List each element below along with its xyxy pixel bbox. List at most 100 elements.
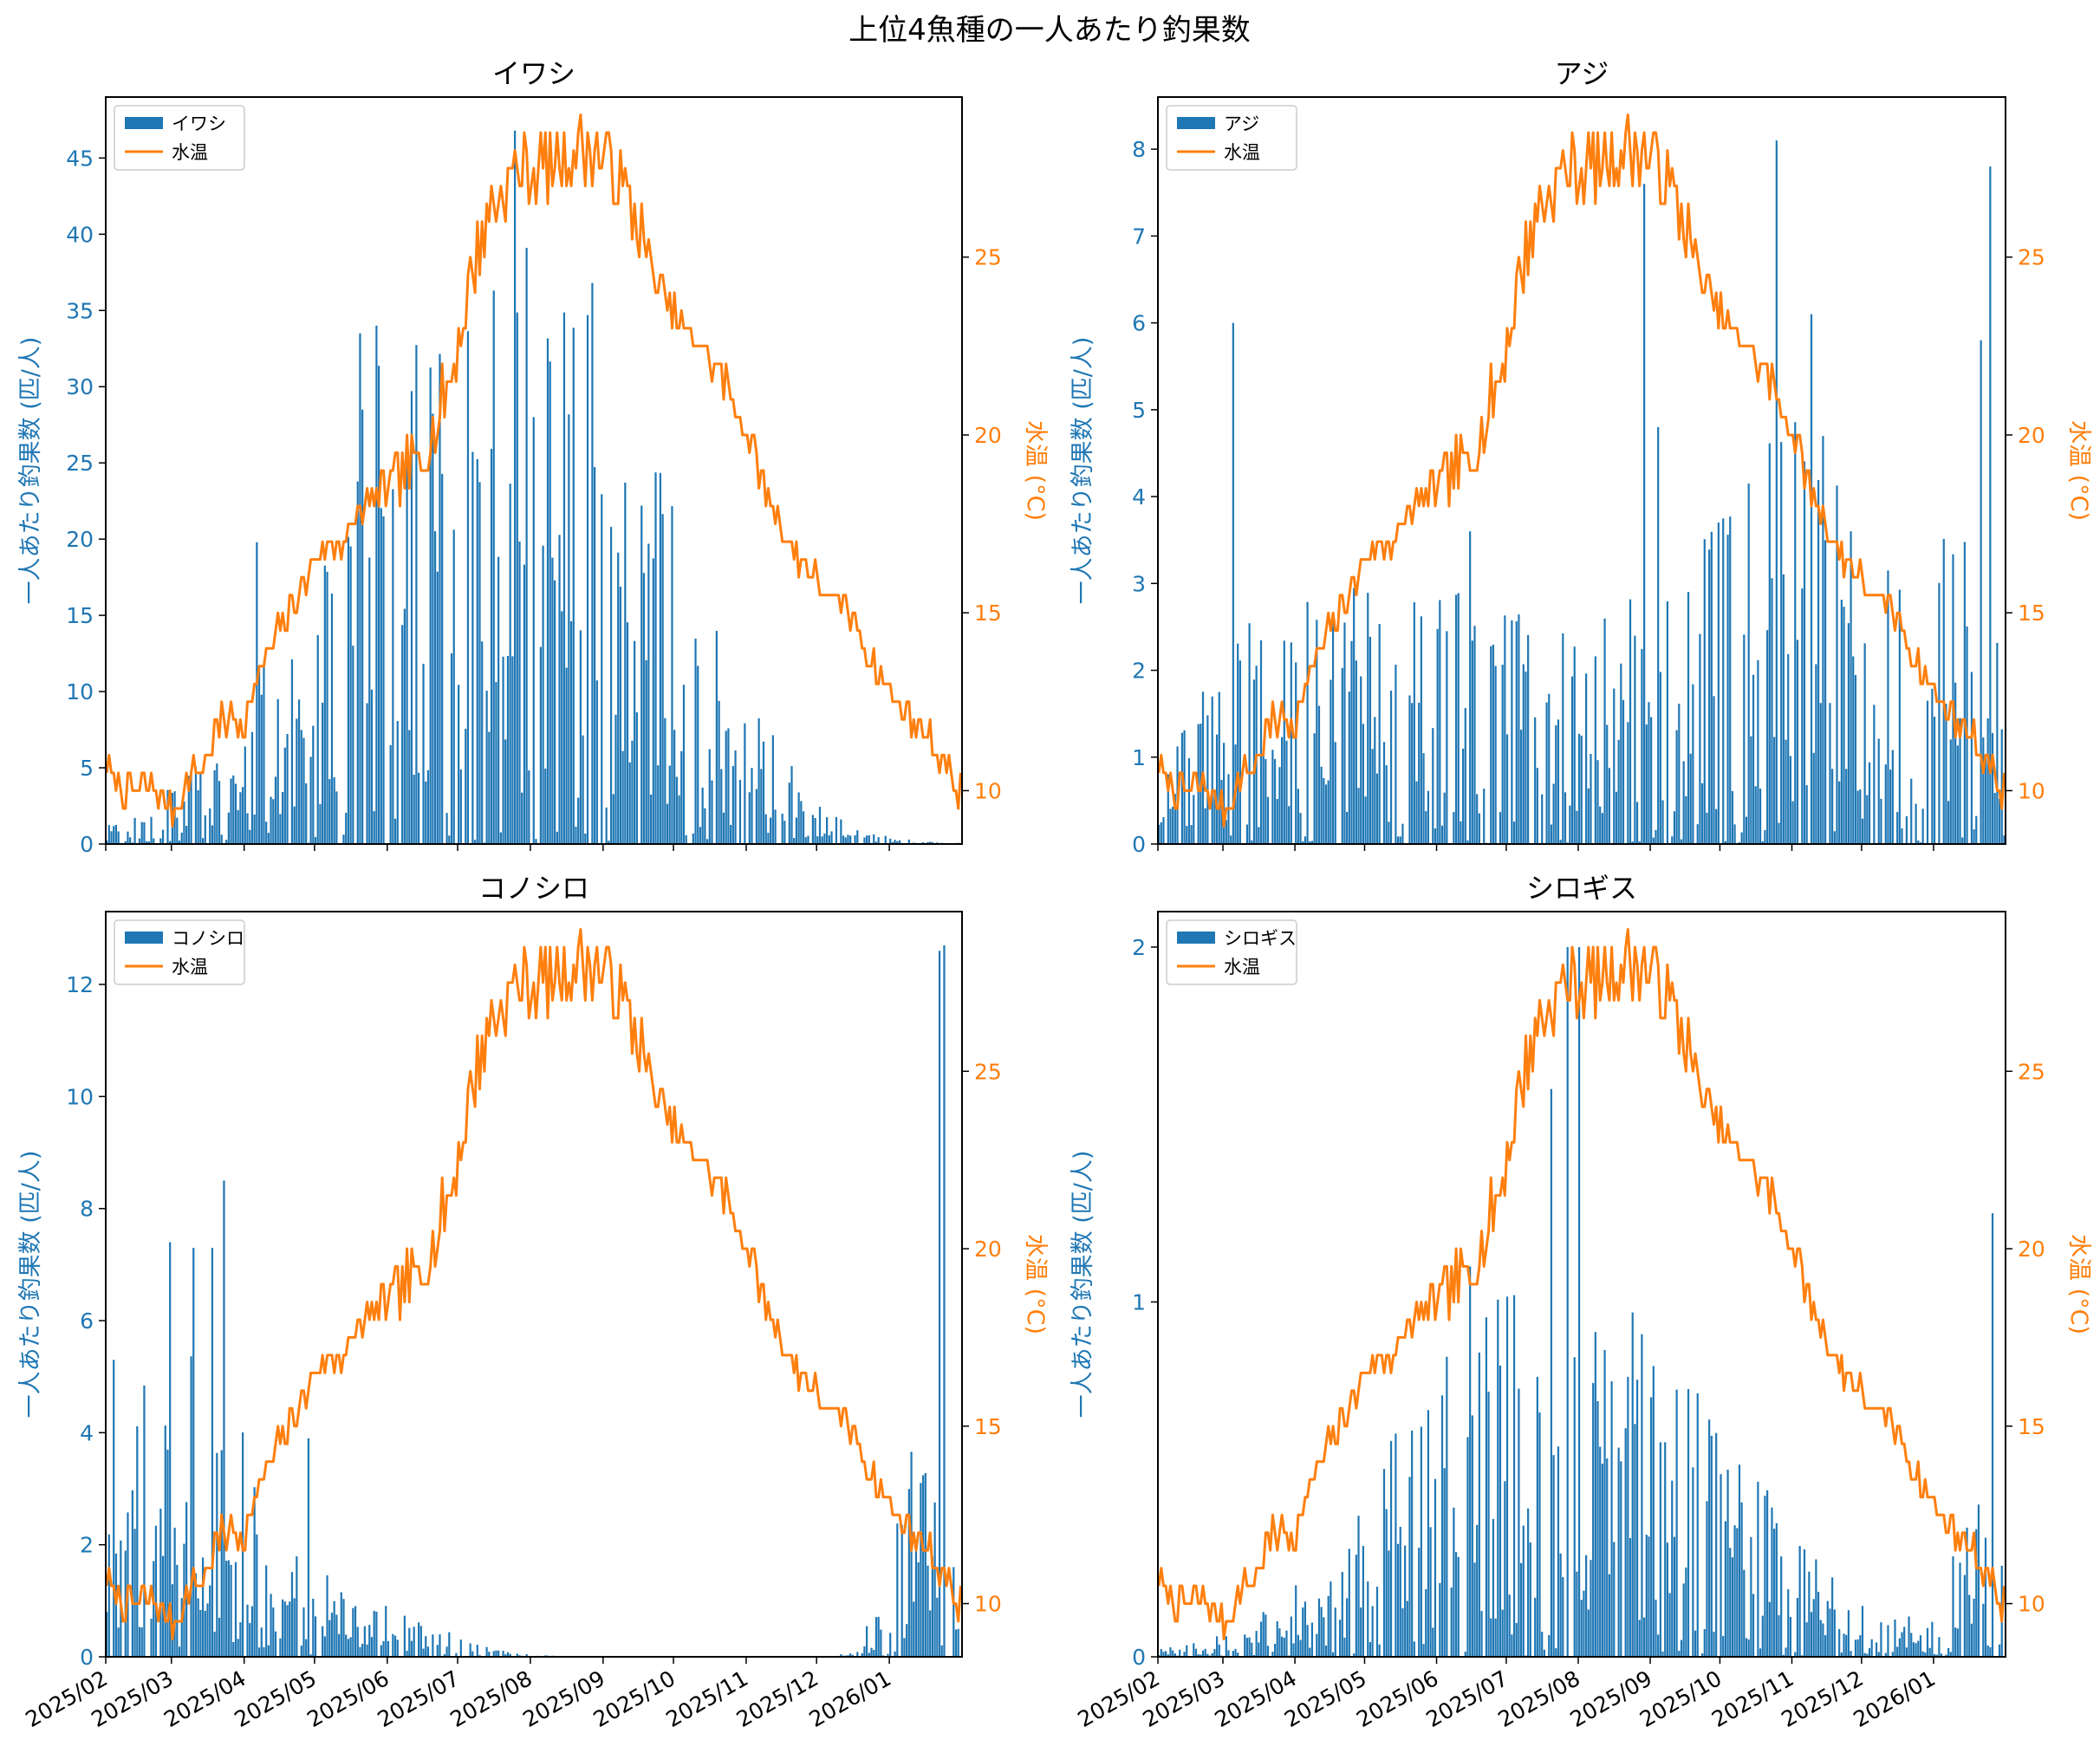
bar — [907, 839, 910, 844]
bar — [497, 1650, 500, 1657]
bar — [1353, 588, 1356, 844]
bar — [1422, 753, 1425, 844]
bar — [1861, 818, 1864, 844]
bar — [127, 831, 129, 844]
bar — [1552, 1455, 1555, 1657]
bar — [1775, 140, 1778, 844]
bar — [408, 1627, 411, 1657]
bar — [466, 331, 470, 844]
bar — [1169, 1647, 1172, 1657]
legend-bar-label: コノシロ — [172, 928, 244, 949]
bar — [1829, 1608, 1831, 1657]
bar — [1371, 749, 1374, 844]
bar — [523, 564, 526, 844]
bar — [418, 1622, 420, 1657]
bar — [1940, 1653, 1943, 1657]
y2-axis-label: 水温 (°C) — [1022, 420, 1049, 521]
bar — [366, 703, 368, 844]
bar — [1819, 1620, 1822, 1657]
bar-series — [1158, 140, 2006, 845]
bar — [926, 1565, 929, 1657]
bar — [1956, 745, 1959, 844]
bar — [459, 1639, 462, 1657]
bar — [1736, 1528, 1739, 1657]
bar — [1439, 1582, 1441, 1657]
bar — [668, 765, 671, 844]
bar — [1505, 734, 1509, 844]
bar — [495, 1650, 497, 1657]
bar — [213, 1632, 216, 1657]
bar — [1536, 768, 1538, 844]
bar — [410, 1640, 413, 1657]
bar — [1362, 1546, 1364, 1657]
bar — [1180, 732, 1183, 844]
legend-line-label: 水温 — [172, 957, 208, 977]
bar — [525, 1653, 528, 1657]
bar — [940, 1645, 943, 1657]
bar — [1750, 736, 1752, 844]
bar — [1733, 824, 1736, 844]
bar — [146, 841, 148, 844]
legend-line-label: 水温 — [1224, 957, 1260, 977]
bar — [150, 1619, 153, 1657]
bar — [720, 769, 723, 844]
bar — [345, 812, 348, 844]
bar — [1522, 664, 1525, 844]
y2-tick-label: 10 — [2018, 1592, 2045, 1617]
bar — [337, 1633, 341, 1657]
y-tick-label: 3 — [1132, 571, 1146, 596]
bar — [1757, 659, 1759, 844]
bar — [161, 829, 165, 844]
bar — [322, 702, 324, 844]
bar — [492, 290, 495, 844]
bar — [227, 812, 230, 844]
bar — [933, 1502, 936, 1657]
bar — [903, 1638, 906, 1657]
bar — [1295, 1585, 1297, 1657]
bar — [659, 472, 662, 844]
bar — [1357, 788, 1360, 844]
bar — [1251, 1642, 1253, 1657]
bar — [1778, 822, 1780, 844]
bar — [938, 951, 941, 1657]
bar — [293, 806, 296, 844]
bar — [218, 1617, 221, 1657]
bar — [594, 466, 596, 844]
bar — [328, 1620, 331, 1657]
y2-tick-label: 20 — [2018, 423, 2045, 448]
bar — [1327, 780, 1330, 844]
bar — [1822, 436, 1824, 844]
bar — [1557, 719, 1560, 844]
y-tick-label: 1 — [1132, 1289, 1146, 1315]
bar — [549, 361, 551, 844]
bar — [572, 328, 575, 844]
bar — [1492, 1518, 1495, 1657]
y-axis-label: 一人あたり釣果数 (匹/人) — [1070, 337, 1096, 605]
bar — [671, 506, 673, 844]
bar — [506, 1652, 510, 1657]
bar — [1905, 1647, 1908, 1657]
y2-tick-label: 25 — [974, 1059, 1002, 1084]
legend-bar-label: アジ — [1224, 114, 1259, 134]
bar — [1650, 717, 1653, 844]
legend-bar-swatch — [125, 932, 163, 944]
bar — [286, 1605, 289, 1657]
bar — [1476, 1524, 1479, 1657]
bar — [1870, 1639, 1873, 1657]
bar — [1655, 1600, 1657, 1657]
bar — [866, 835, 868, 844]
bar — [1200, 1654, 1202, 1657]
bar — [1172, 1650, 1174, 1657]
bar — [705, 839, 709, 844]
bar — [326, 571, 328, 844]
bar — [1570, 676, 1574, 844]
bar — [1432, 1627, 1434, 1657]
bar — [106, 840, 108, 844]
bar — [488, 731, 491, 844]
bar — [1469, 1266, 1472, 1657]
bar — [335, 1614, 338, 1657]
bar — [279, 814, 282, 844]
bar — [1248, 623, 1251, 844]
bar — [1564, 792, 1567, 844]
bar — [1504, 615, 1506, 844]
